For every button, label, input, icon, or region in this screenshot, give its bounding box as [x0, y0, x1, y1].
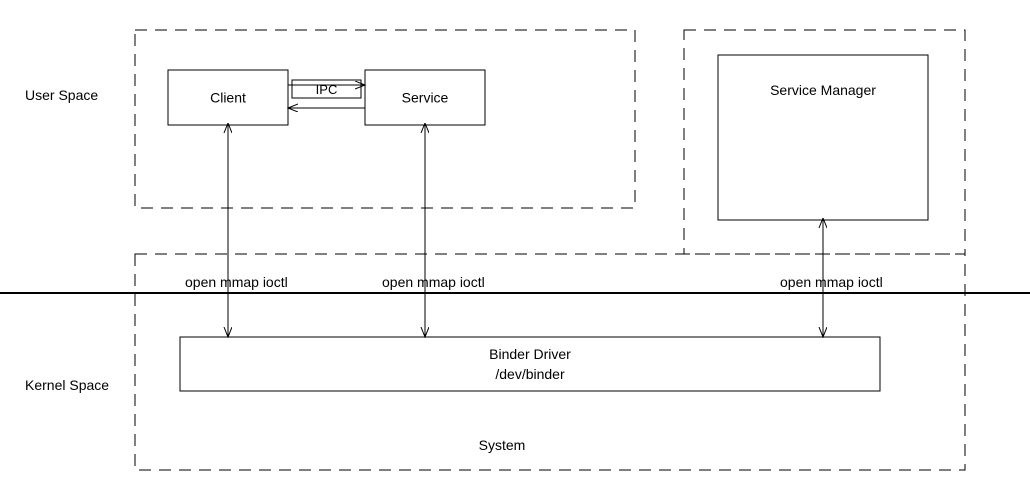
- ipc-label: IPC: [316, 82, 338, 97]
- kernel-space-label: Kernel Space: [25, 377, 109, 393]
- syscall-label-0: open mmap ioctl: [185, 274, 288, 290]
- dev-binder-label: /dev/binder: [495, 366, 565, 382]
- system-label: System: [479, 437, 526, 453]
- service-manager-box: [718, 55, 928, 220]
- binder-driver-label: Binder Driver: [489, 346, 571, 362]
- syscall-label-1: open mmap ioctl: [382, 274, 485, 290]
- syscall-label-2: open mmap ioctl: [780, 274, 883, 290]
- service-manager-label: Service Manager: [770, 82, 876, 98]
- user-space-label: User Space: [25, 87, 98, 103]
- binder-architecture-diagram: Client Service Service Manager Binder Drive…: [0, 0, 1030, 501]
- service-label: Service: [402, 90, 449, 106]
- client-label: Client: [210, 90, 246, 106]
- user-space-box: [135, 30, 635, 208]
